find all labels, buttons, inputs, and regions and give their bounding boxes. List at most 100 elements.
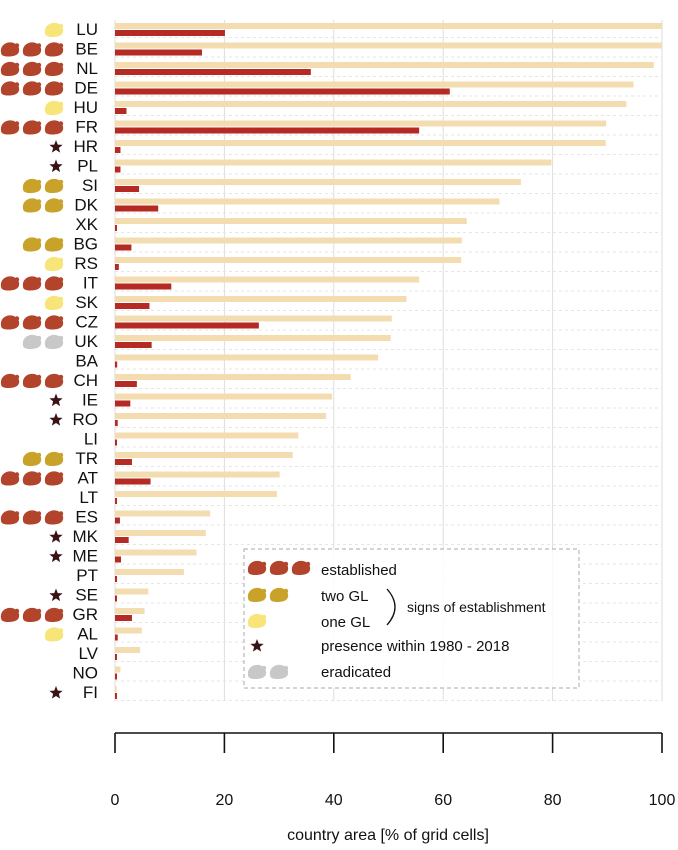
animal-icon xyxy=(0,607,20,622)
animal-icon xyxy=(0,276,20,291)
country-label: SE xyxy=(75,586,98,605)
bar-established xyxy=(115,634,118,641)
legend-signs-brace xyxy=(386,588,396,626)
bar-total xyxy=(115,257,462,263)
animal-icon xyxy=(22,276,42,291)
bar-established xyxy=(115,127,420,134)
bar-total xyxy=(115,179,521,185)
bar-established xyxy=(115,595,117,602)
animal-icon xyxy=(22,451,42,466)
star-icon xyxy=(49,530,63,543)
animal-icon xyxy=(44,295,64,310)
animal-icon xyxy=(22,198,42,213)
bar-total xyxy=(115,510,211,517)
legend: established two GL one GL signs of estab… xyxy=(243,548,580,689)
bar-total xyxy=(115,315,392,322)
animal-icon xyxy=(22,237,42,252)
bar-established xyxy=(115,478,151,485)
country-label: PL xyxy=(77,157,98,176)
bar-total xyxy=(115,413,327,419)
bar-established xyxy=(115,342,152,348)
bar-total xyxy=(115,296,407,302)
country-label: ES xyxy=(75,508,98,527)
animal-icon xyxy=(44,256,64,271)
bar-established xyxy=(115,166,121,173)
animal-icon xyxy=(22,120,42,135)
country-label: LU xyxy=(76,20,98,39)
animal-icon xyxy=(22,42,42,57)
bar-established xyxy=(115,186,140,192)
bar-established xyxy=(115,49,202,56)
country-label: UK xyxy=(74,332,98,351)
bar-established xyxy=(115,517,120,524)
star-icon xyxy=(49,686,63,699)
country-label: PT xyxy=(76,566,98,585)
bar-established xyxy=(115,498,117,504)
animal-icon xyxy=(44,22,64,37)
bar-total xyxy=(115,452,293,458)
x-tick-label: 100 xyxy=(649,792,676,809)
bar-total xyxy=(115,627,142,634)
animal-icon xyxy=(44,61,64,76)
bar-established xyxy=(115,439,117,446)
animal-icon xyxy=(44,627,64,642)
country-label: DK xyxy=(74,196,98,215)
bar-total xyxy=(115,101,627,107)
bar-established xyxy=(115,400,131,407)
animal-icon xyxy=(22,61,42,76)
bar-established xyxy=(115,30,225,36)
star-icon xyxy=(49,140,63,153)
country-label: IT xyxy=(83,274,98,293)
bar-established xyxy=(115,88,450,95)
bar-total xyxy=(115,686,117,692)
animal-icon xyxy=(44,373,64,388)
animal-icon xyxy=(22,510,42,525)
bar-total xyxy=(115,588,149,595)
bar-established xyxy=(115,420,118,426)
bar-total xyxy=(115,393,333,400)
bar-total xyxy=(115,62,654,68)
star-icon xyxy=(49,588,63,602)
bar-established xyxy=(115,673,117,680)
x-tick-label: 40 xyxy=(325,792,343,809)
animal-icon xyxy=(22,315,42,330)
country-label: BA xyxy=(75,352,98,371)
bar-total xyxy=(115,374,351,380)
country-label: BG xyxy=(73,235,98,254)
animal-icon xyxy=(22,81,42,96)
legend-signs-group-label: signs of establishment xyxy=(407,599,546,615)
bar-established xyxy=(115,654,117,660)
animal-icon xyxy=(22,334,42,349)
bar-total xyxy=(115,491,277,497)
country-label: LI xyxy=(84,430,98,449)
bar-total xyxy=(115,42,662,49)
country-label: HR xyxy=(73,137,98,156)
bars xyxy=(115,23,662,699)
bar-established xyxy=(115,303,150,309)
animal-icon xyxy=(0,315,20,330)
bar-established xyxy=(115,381,137,387)
bar-established xyxy=(115,322,259,329)
bar-established xyxy=(115,147,121,153)
bar-total xyxy=(115,140,606,146)
bar-established xyxy=(115,69,311,75)
bar-total xyxy=(115,569,184,575)
animal-icon xyxy=(291,560,311,575)
bar-total xyxy=(115,198,500,205)
country-label: LV xyxy=(78,644,98,663)
animal-icon xyxy=(0,471,20,486)
animal-icon xyxy=(247,587,267,602)
bar-established xyxy=(115,244,132,251)
country-label: DE xyxy=(74,79,98,98)
country-label: BE xyxy=(75,40,98,59)
bar-total xyxy=(115,354,379,361)
country-label: XK xyxy=(75,215,98,234)
country-label: RS xyxy=(74,254,98,273)
bar-total xyxy=(115,276,420,283)
animal-icon xyxy=(0,61,20,76)
country-label: ME xyxy=(73,547,99,566)
star-icon xyxy=(250,639,264,652)
country-label: CZ xyxy=(75,313,98,332)
country-label: GR xyxy=(73,605,99,624)
